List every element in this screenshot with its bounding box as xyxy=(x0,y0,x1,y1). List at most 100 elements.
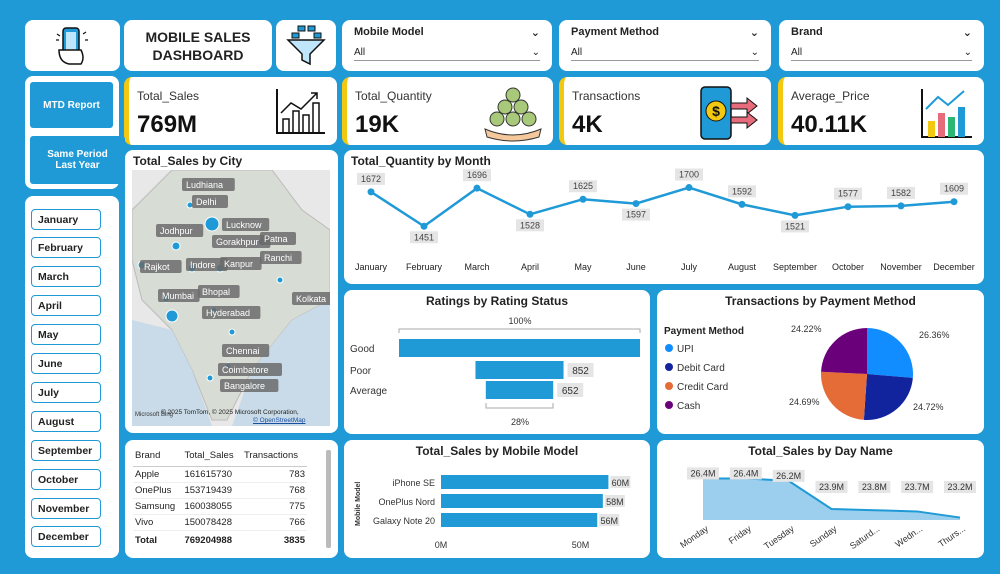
rising-bars-icon xyxy=(921,89,972,138)
month-item-december[interactable]: December xyxy=(31,526,101,547)
data-point[interactable] xyxy=(791,211,799,219)
month-item-august[interactable]: August xyxy=(31,411,101,432)
slice-label: 24.22% xyxy=(791,324,822,334)
bar[interactable] xyxy=(475,361,564,379)
city-point[interactable] xyxy=(276,276,284,284)
city-point[interactable] xyxy=(228,328,236,336)
table-row[interactable]: Vivo 150078428 766 xyxy=(133,514,307,531)
legend-label[interactable]: Cash xyxy=(677,401,700,412)
data-label-bg xyxy=(944,481,976,493)
month-item-april[interactable]: April xyxy=(31,295,101,316)
mobile-payment-icon: $ xyxy=(700,86,758,140)
payment-pie-chart[interactable]: 26.36% 24.72% 24.69% 24.22% UPI Debit Card Cre… xyxy=(657,290,984,434)
city-point[interactable] xyxy=(206,374,214,382)
data-label: 26.2M xyxy=(776,471,801,481)
filter-mobile-model[interactable]: Mobile Model ⌄ All ⌄ xyxy=(342,20,552,71)
legend-label[interactable]: Debit Card xyxy=(677,363,725,374)
pie-slice[interactable] xyxy=(863,374,913,420)
x-tick-label: 0M xyxy=(435,540,448,550)
filter-value[interactable]: All xyxy=(571,47,583,58)
bar[interactable] xyxy=(441,475,609,489)
data-point[interactable] xyxy=(473,184,481,192)
table-cell: 766 xyxy=(241,514,307,531)
pie-slice[interactable] xyxy=(821,371,867,420)
data-point[interactable] xyxy=(632,200,640,208)
column-header[interactable]: Total_Sales xyxy=(182,448,242,467)
data-label-bg xyxy=(357,172,385,185)
table-cell: Samsung xyxy=(133,498,183,515)
quantity-line-chart[interactable]: 1672 January 1451 February 1696 March 1528 Apri… xyxy=(344,150,984,284)
data-point[interactable] xyxy=(526,210,534,218)
month-item-may[interactable]: May xyxy=(31,324,101,345)
same-period-last-year-button[interactable]: Same Period Last Year xyxy=(30,136,125,184)
column-header[interactable]: Transactions xyxy=(241,448,307,467)
month-item-january[interactable]: January xyxy=(31,209,101,230)
month-item-july[interactable]: July xyxy=(31,382,101,403)
city-point[interactable] xyxy=(165,309,179,323)
data-point[interactable] xyxy=(844,203,852,211)
city-point[interactable] xyxy=(204,216,220,232)
slice-label: 24.72% xyxy=(913,402,944,412)
table-scrollbar[interactable] xyxy=(326,450,331,548)
city-label-bg xyxy=(222,218,270,231)
data-label-bg xyxy=(687,467,719,480)
x-tick-label: Tuesday xyxy=(762,523,796,551)
table-row[interactable]: Samsung 160038055 775 xyxy=(133,498,307,515)
month-item-november[interactable]: November xyxy=(31,498,101,519)
sales-by-model-chart[interactable]: Mobile Model iPhone SE 60M OnePlus Nord 58M G… xyxy=(344,440,650,558)
data-label-bg xyxy=(772,469,805,482)
pie-slice[interactable] xyxy=(867,328,913,378)
data-point[interactable] xyxy=(950,198,958,206)
data-label: 852 xyxy=(572,366,589,377)
data-label: 1597 xyxy=(626,210,646,220)
filter-brand[interactable]: Brand ⌄ All ⌄ xyxy=(779,20,984,71)
data-point[interactable] xyxy=(579,195,587,203)
ratings-funnel-chart[interactable]: 100% Good Poor 852 Average 652 28% xyxy=(344,290,650,434)
city-map[interactable]: Ludhiana Delhi Lucknow Jodhpur Gorakhpur Patn… xyxy=(132,170,330,426)
legend-label[interactable]: Credit Card xyxy=(677,382,728,393)
payment-card: Transactions by Payment Method Payment M… xyxy=(657,290,984,434)
table-row[interactable]: OnePlus 153719439 768 xyxy=(133,482,307,499)
data-point[interactable] xyxy=(738,200,746,208)
bar[interactable] xyxy=(399,339,640,357)
month-item-october[interactable]: October xyxy=(31,469,101,490)
table-row[interactable]: Apple 161615730 783 xyxy=(133,466,307,483)
month-item-june[interactable]: June xyxy=(31,353,101,374)
x-tick-label: Monday xyxy=(678,523,710,550)
filter-value[interactable]: All xyxy=(791,47,803,58)
data-point[interactable] xyxy=(685,184,693,192)
month-item-march[interactable]: March xyxy=(31,266,101,287)
chevron-down-icon[interactable]: ⌄ xyxy=(531,47,540,58)
scrollbar-thumb[interactable] xyxy=(326,450,331,548)
bar[interactable] xyxy=(441,494,603,508)
legend-label[interactable]: UPI xyxy=(677,344,694,355)
title-line-1: MOBILE SALES xyxy=(145,28,251,45)
chevron-down-icon[interactable]: ⌄ xyxy=(530,27,540,39)
filter-icon-card[interactable] xyxy=(276,20,336,71)
data-point[interactable] xyxy=(897,202,905,210)
month-item-february[interactable]: February xyxy=(31,237,101,258)
sales-by-day-chart[interactable]: 26.4M Monday 26.4M Friday 26.2M Tuesday 23.9M S… xyxy=(657,440,984,558)
filter-payment-method[interactable]: Payment Method ⌄ All ⌄ xyxy=(559,20,771,71)
city-label-bg xyxy=(222,344,270,357)
data-point[interactable] xyxy=(367,188,375,196)
data-point[interactable] xyxy=(420,222,428,230)
city-point[interactable] xyxy=(171,241,181,251)
slice-label: 24.69% xyxy=(789,397,820,407)
month-item-september[interactable]: September xyxy=(31,440,101,461)
mtd-report-button[interactable]: MTD Report xyxy=(30,82,113,128)
bar[interactable] xyxy=(485,381,554,399)
chevron-down-icon[interactable]: ⌄ xyxy=(963,47,972,58)
bar[interactable] xyxy=(441,513,598,527)
map-osm-link[interactable]: © OpenStreetMap xyxy=(253,417,306,424)
chevron-down-icon[interactable]: ⌄ xyxy=(749,27,759,39)
column-header[interactable]: Brand xyxy=(133,448,183,467)
chevron-down-icon[interactable]: ⌄ xyxy=(962,27,972,39)
chevron-down-icon[interactable]: ⌄ xyxy=(750,47,759,58)
city-label: Hyderabad xyxy=(206,308,250,318)
slice-label: 26.36% xyxy=(919,330,950,340)
pie-slice[interactable] xyxy=(821,328,867,374)
chart-title: Total_Sales by Mobile Model xyxy=(415,444,579,458)
filter-value[interactable]: All xyxy=(354,47,366,58)
data-label: 58M xyxy=(606,497,624,507)
